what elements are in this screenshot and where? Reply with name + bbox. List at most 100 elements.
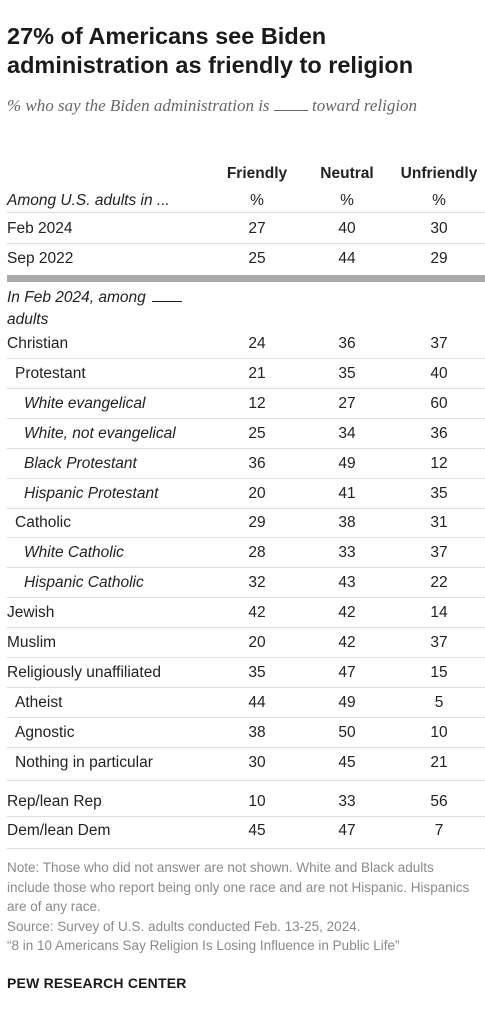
cell-value: 20	[248, 634, 266, 651]
cell-value: 27	[338, 395, 356, 412]
unit-label: %	[250, 192, 264, 209]
cell-value: 42	[338, 604, 356, 621]
brand-logo-text: PEW RESEARCH CENTER	[7, 975, 187, 991]
cell-value: 38	[338, 514, 356, 531]
cell-value: 42	[338, 634, 356, 651]
cell-value: 12	[430, 455, 448, 472]
cell-value: 10	[430, 724, 448, 741]
cell-value: 21	[248, 365, 266, 382]
row-label: Agnostic	[15, 724, 75, 741]
chart-title: 27% of Americans see Biden administratio…	[7, 23, 414, 78]
row-divider	[7, 478, 485, 479]
row-divider	[7, 657, 485, 658]
cell-value: 28	[248, 544, 266, 561]
cell-value: 45	[338, 754, 356, 771]
divider	[7, 848, 485, 849]
cell-value: 42	[248, 604, 266, 621]
cell-value: 34	[338, 425, 356, 442]
row-label: Muslim	[7, 634, 57, 651]
report-title-text: “8 in 10 Americans Say Religion Is Losin…	[7, 938, 400, 953]
row-divider	[7, 816, 485, 817]
cell-value: 37	[430, 634, 448, 651]
chart-subtitle: % who say the Biden administration is to…	[7, 93, 447, 118]
row-divider	[7, 243, 485, 244]
cell-value: 24	[248, 335, 266, 352]
cell-value: 30	[430, 220, 448, 237]
cell-value: 37	[430, 335, 448, 352]
row-label: Protestant	[15, 365, 86, 382]
row-label: Catholic	[15, 514, 71, 531]
row-label: Feb 2024	[7, 220, 73, 237]
cell-value: 27	[248, 220, 266, 237]
cell-value: 49	[338, 455, 356, 472]
cell-value: 25	[248, 425, 266, 442]
row-label: Sep 2022	[7, 250, 74, 267]
subtitle-blank	[273, 97, 308, 111]
row-label: Religiously unaffiliated	[7, 664, 161, 681]
row-divider	[7, 597, 485, 598]
cell-value: 5	[434, 694, 444, 711]
cell-value: 10	[248, 793, 266, 810]
source-text: Source: Survey of U.S. adults conducted …	[7, 918, 361, 934]
cell-value: 45	[248, 822, 266, 839]
column-header: Friendly	[226, 165, 288, 182]
column-header: Neutral	[320, 165, 374, 182]
note-text: Note: Those who did not answer are not s…	[7, 860, 470, 914]
row-divider	[7, 780, 485, 781]
section-label-part-2: adults	[7, 311, 49, 328]
row-label: Rep/lean Rep	[7, 793, 102, 810]
cell-value: 47	[338, 664, 356, 681]
cell-value: 41	[338, 485, 356, 502]
subtitle-part-1: % who say the Biden administration is	[7, 96, 270, 115]
cell-value: 14	[430, 604, 448, 621]
cell-value: 12	[248, 395, 266, 412]
divider	[7, 212, 485, 213]
cell-value: 32	[248, 574, 266, 591]
cell-value: 56	[430, 793, 448, 810]
row-label: White evangelical	[24, 395, 146, 412]
cell-value: 35	[430, 485, 448, 502]
cell-value: 29	[430, 250, 448, 267]
cell-value: 47	[338, 822, 356, 839]
section-label: Among U.S. adults in ...	[7, 192, 170, 209]
cell-value: 7	[434, 822, 444, 839]
cell-value: 35	[248, 664, 266, 681]
row-label: Hispanic Protestant	[24, 485, 159, 502]
row-label: Atheist	[15, 694, 63, 711]
unit-label: %	[432, 192, 446, 209]
cell-value: 44	[248, 694, 266, 711]
row-divider	[7, 717, 485, 718]
cell-value: 36	[338, 335, 356, 352]
row-divider	[7, 388, 485, 389]
cell-value: 31	[430, 514, 448, 531]
row-label: White, not evangelical	[24, 425, 176, 442]
row-divider	[7, 687, 485, 688]
row-divider	[7, 627, 485, 628]
cell-value: 36	[248, 455, 266, 472]
cell-value: 44	[338, 250, 356, 267]
row-label: Dem/lean Dem	[7, 822, 111, 839]
cell-value: 36	[430, 425, 448, 442]
cell-value: 30	[248, 754, 266, 771]
unit-label: %	[340, 192, 354, 209]
cell-value: 43	[338, 574, 356, 591]
cell-value: 21	[430, 754, 448, 771]
column-header: Unfriendly	[400, 165, 478, 182]
cell-value: 60	[430, 395, 448, 412]
row-label: White Catholic	[24, 544, 124, 561]
row-divider	[7, 747, 485, 748]
cell-value: 25	[248, 250, 266, 267]
row-divider	[7, 537, 485, 538]
section-label-blank	[152, 288, 183, 302]
section-label: In Feb 2024, among adults	[7, 287, 183, 331]
cell-value: 40	[338, 220, 356, 237]
row-divider	[7, 508, 485, 509]
row-divider	[7, 418, 485, 419]
notes: Note: Those who did not answer are not s…	[7, 858, 477, 956]
cell-value: 22	[430, 574, 448, 591]
row-label: Jewish	[7, 604, 55, 621]
cell-value: 37	[430, 544, 448, 561]
cell-value: 29	[248, 514, 266, 531]
section-label-part-1: In Feb 2024, among	[7, 289, 146, 306]
row-label: Christian	[7, 335, 69, 352]
